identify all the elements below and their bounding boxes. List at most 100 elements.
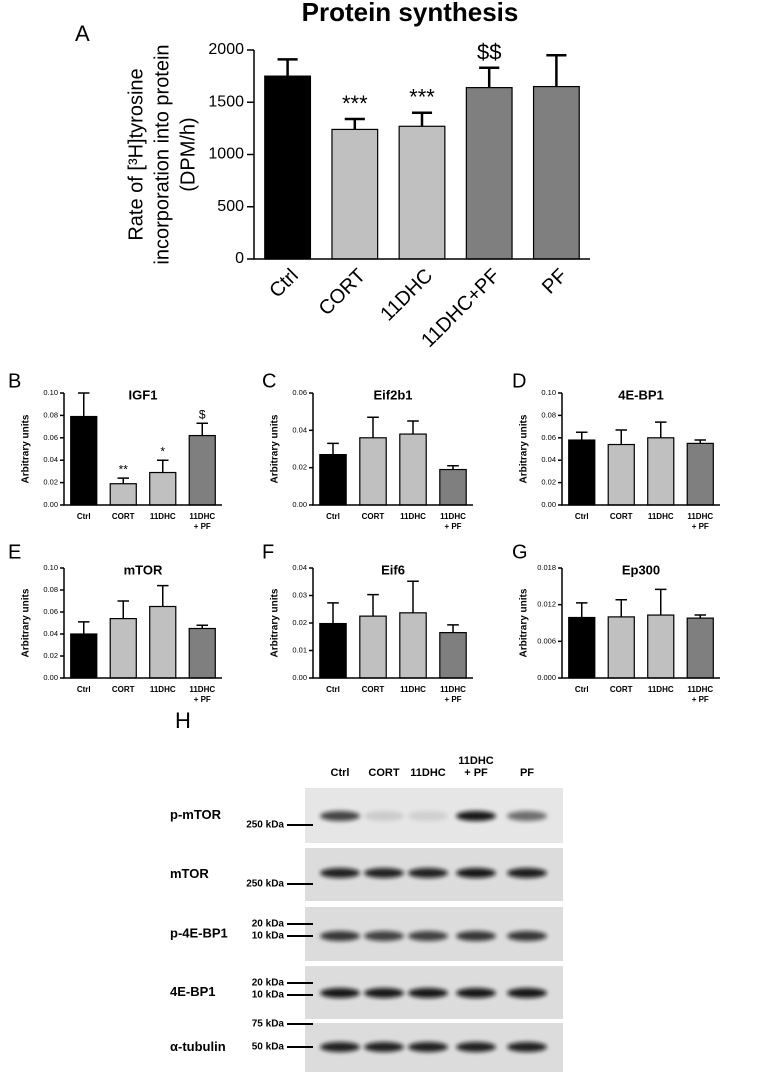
panel: C Eif2b1 Arbitrary units 0.00 0.02 0.04 0.06 Ct… (262, 370, 473, 531)
significance-label: ** (119, 462, 129, 476)
x-tick-label: Ctrl (326, 685, 340, 694)
y-tick-label: 0.01 (292, 645, 307, 654)
blot-band (364, 811, 404, 821)
y-axis-label: Arbitrary units (519, 588, 530, 657)
error-bar (344, 117, 365, 130)
error-bar (694, 614, 706, 619)
bar (149, 471, 177, 506)
blot-band (507, 988, 547, 998)
x-tick-label: 11DHC (687, 512, 713, 521)
y-tick-label: 0.04 (541, 455, 556, 464)
bar (398, 125, 446, 260)
marker-label: 20 kDa (252, 919, 285, 930)
x-tick-label: 11DHC (150, 685, 176, 694)
y-axis-label: Arbitrary units (519, 414, 530, 483)
panel: D 4E-BP1 Arbitrary units 0.00 0.02 0.04 0.06 0.… (512, 370, 720, 531)
x-tick-label: 11DHC (376, 265, 437, 326)
x-tick-label: 11DHC (400, 685, 426, 694)
blot-band (320, 811, 360, 821)
error-bar (447, 624, 459, 633)
panel: G Ep300 Arbitrary units 0.000 0.006 0.012 0.01… (512, 541, 720, 704)
error-bar (411, 111, 433, 127)
bar (264, 75, 312, 260)
y-tick-label: 0 (235, 250, 244, 267)
blot-band (456, 868, 496, 878)
lane-label: CORT (368, 767, 399, 779)
y-tick-label: 0.00 (292, 500, 307, 509)
bar (359, 615, 387, 679)
bar (568, 439, 596, 506)
error-bar (157, 584, 169, 607)
y-tick-label: 0.08 (43, 410, 58, 419)
y-tick-label: 2000 (208, 41, 244, 58)
blot-band (507, 868, 547, 878)
panel-letter: B (8, 370, 21, 392)
blot-band (456, 811, 496, 821)
marker-label: 250 kDa (246, 820, 284, 831)
error-bar (407, 420, 419, 435)
chart-title: IGF1 (129, 387, 158, 402)
bar (568, 616, 596, 679)
bar (70, 415, 98, 506)
error-bar (576, 431, 588, 441)
y-tick-label: 0.02 (43, 478, 58, 487)
blot-band (456, 988, 496, 998)
bar (686, 617, 714, 679)
axis-line (561, 568, 720, 679)
y-tick-label: 0.00 (292, 673, 307, 682)
blot-band (320, 868, 360, 878)
chart-title: Eif6 (381, 562, 405, 577)
x-tick-label: Ctrl (575, 512, 589, 521)
panel-letter: F (262, 541, 274, 563)
y-axis-label: incorporation into protein (151, 44, 173, 264)
bar (399, 612, 427, 679)
blot-band (364, 868, 404, 878)
x-tick-label: + PF (444, 695, 461, 704)
error-bar (546, 53, 567, 87)
panel-letter: D (512, 370, 526, 392)
blot-band (364, 931, 404, 941)
bar (399, 433, 427, 506)
chart-title: Protein synthesis (302, 0, 519, 27)
marker-label: 50 kDa (252, 1042, 285, 1053)
error-bar (367, 416, 379, 438)
y-axis-label: Arbitrary units (270, 588, 281, 657)
x-tick-label: 11DHC (648, 685, 674, 694)
x-tick-label: Ctrl (77, 512, 91, 521)
blot-band (408, 931, 448, 941)
significance-label: * (160, 444, 165, 458)
blot-band (320, 931, 360, 941)
x-tick-label: CORT (610, 512, 633, 521)
y-tick-label: 0.03 (292, 590, 307, 599)
axis-line (312, 393, 473, 506)
y-tick-label: 1500 (208, 93, 244, 110)
blot-band (408, 1042, 448, 1052)
bar (319, 622, 347, 679)
chart-title: 4E-BP1 (618, 387, 664, 402)
error-bar (615, 599, 627, 617)
bar (149, 605, 177, 679)
y-tick-label: 1000 (208, 146, 244, 163)
bar (439, 468, 467, 506)
marker-label: 250 kDa (246, 879, 284, 890)
error-bar (157, 459, 169, 473)
y-tick-label: 0.08 (541, 410, 556, 419)
y-axis-label: Rate of [³H]tyrosine (125, 68, 147, 240)
bar (70, 633, 98, 679)
x-tick-label: CORT (315, 265, 370, 320)
error-bar (196, 422, 208, 436)
y-tick-label: 0.000 (537, 673, 556, 682)
significance-label: *** (409, 85, 435, 110)
y-tick-label: 0.02 (292, 463, 307, 472)
y-tick-label: 0.012 (537, 600, 556, 609)
y-tick-label: 0.04 (292, 563, 307, 572)
x-tick-label: 11DHC (440, 512, 466, 521)
error-bar (479, 66, 500, 88)
x-tick-label: + PF (194, 695, 211, 704)
blot-band (408, 811, 448, 821)
significance-label: *** (342, 91, 368, 116)
y-tick-label: 0.08 (43, 585, 58, 594)
y-tick-label: 0.018 (537, 563, 556, 572)
y-axis-label: Arbitrary units (21, 414, 32, 483)
